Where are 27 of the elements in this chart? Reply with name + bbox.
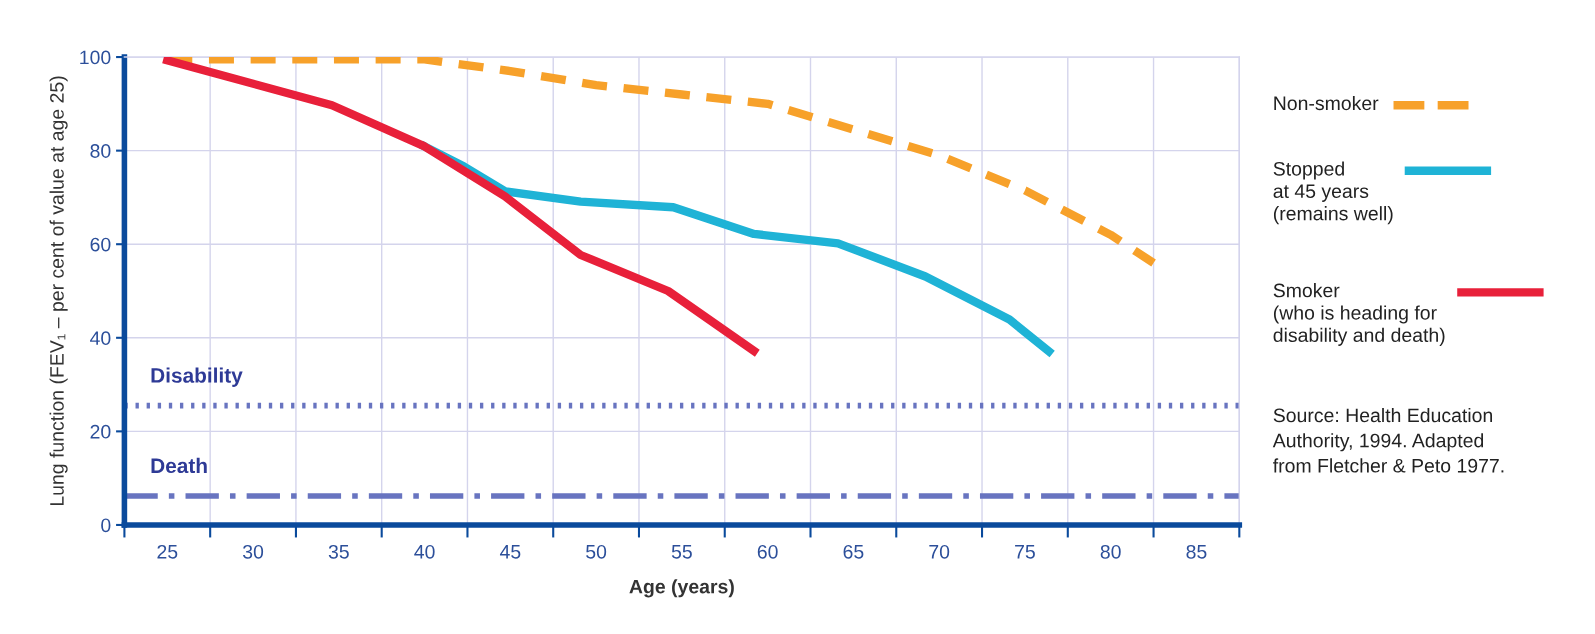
- ref-line-label: Death: [151, 457, 207, 474]
- y-axis-title: Lung function (FEV₁ – per cent of value at age 25): [49, 76, 68, 506]
- y-tick-label: 20: [90, 424, 111, 439]
- x-tick-label: 45: [499, 545, 521, 559]
- x-axis-title: Age (years): [629, 579, 734, 598]
- x-tick-label: 25: [157, 544, 178, 559]
- x-tick-label: 30: [242, 544, 264, 559]
- x-tick-label: 55: [671, 545, 692, 559]
- x-tick-label: 85: [1186, 544, 1207, 559]
- y-tick-label: 40: [90, 331, 111, 346]
- source-note: Source: Health Education Authority, 1994. Adapted from Fletcher & Peto 1977.: [1272, 407, 1504, 473]
- x-tick-label: 50: [586, 544, 607, 559]
- legend-label: Non-smoker: [1274, 95, 1379, 111]
- y-tick-label: 0: [101, 518, 111, 533]
- ref-line-label: Disability: [151, 367, 243, 387]
- x-tick-label: 75: [1015, 545, 1035, 559]
- legend-label: Stopped at 45 years (remains well): [1273, 161, 1393, 225]
- x-tick-label: 70: [929, 544, 950, 559]
- x-tick-label: 40: [414, 544, 435, 559]
- x-tick-label: 80: [1100, 544, 1121, 559]
- y-tick-label: 100: [80, 50, 111, 65]
- legend-label: Smoker (who is heading for disability and death): [1273, 283, 1445, 346]
- y-tick-label: 80: [90, 144, 111, 158]
- y-tick-label: 60: [90, 237, 111, 252]
- x-tick-label: 65: [843, 544, 864, 559]
- x-tick-label: 35: [328, 544, 349, 559]
- x-tick-label: 60: [757, 544, 778, 559]
